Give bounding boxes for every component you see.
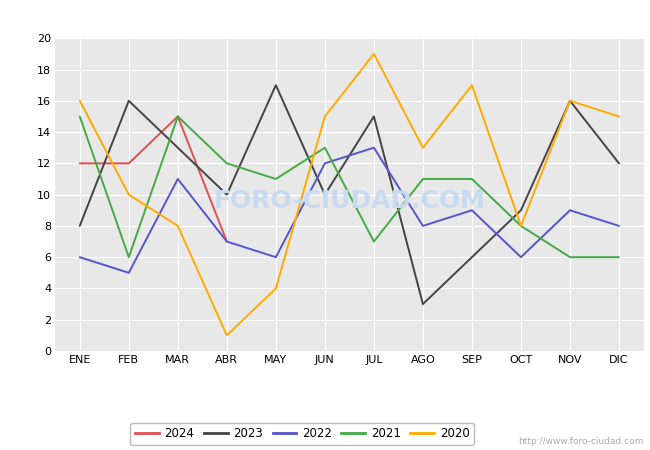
Text: http://www.foro-ciudad.com: http://www.foro-ciudad.com	[518, 436, 644, 446]
Text: FORO-CIUDAD.COM: FORO-CIUDAD.COM	[213, 189, 486, 213]
Legend: 2024, 2023, 2022, 2021, 2020: 2024, 2023, 2022, 2021, 2020	[131, 423, 474, 445]
Text: Matriculaciones de Vehículos en Navarcles: Matriculaciones de Vehículos en Navarcle…	[162, 9, 488, 24]
